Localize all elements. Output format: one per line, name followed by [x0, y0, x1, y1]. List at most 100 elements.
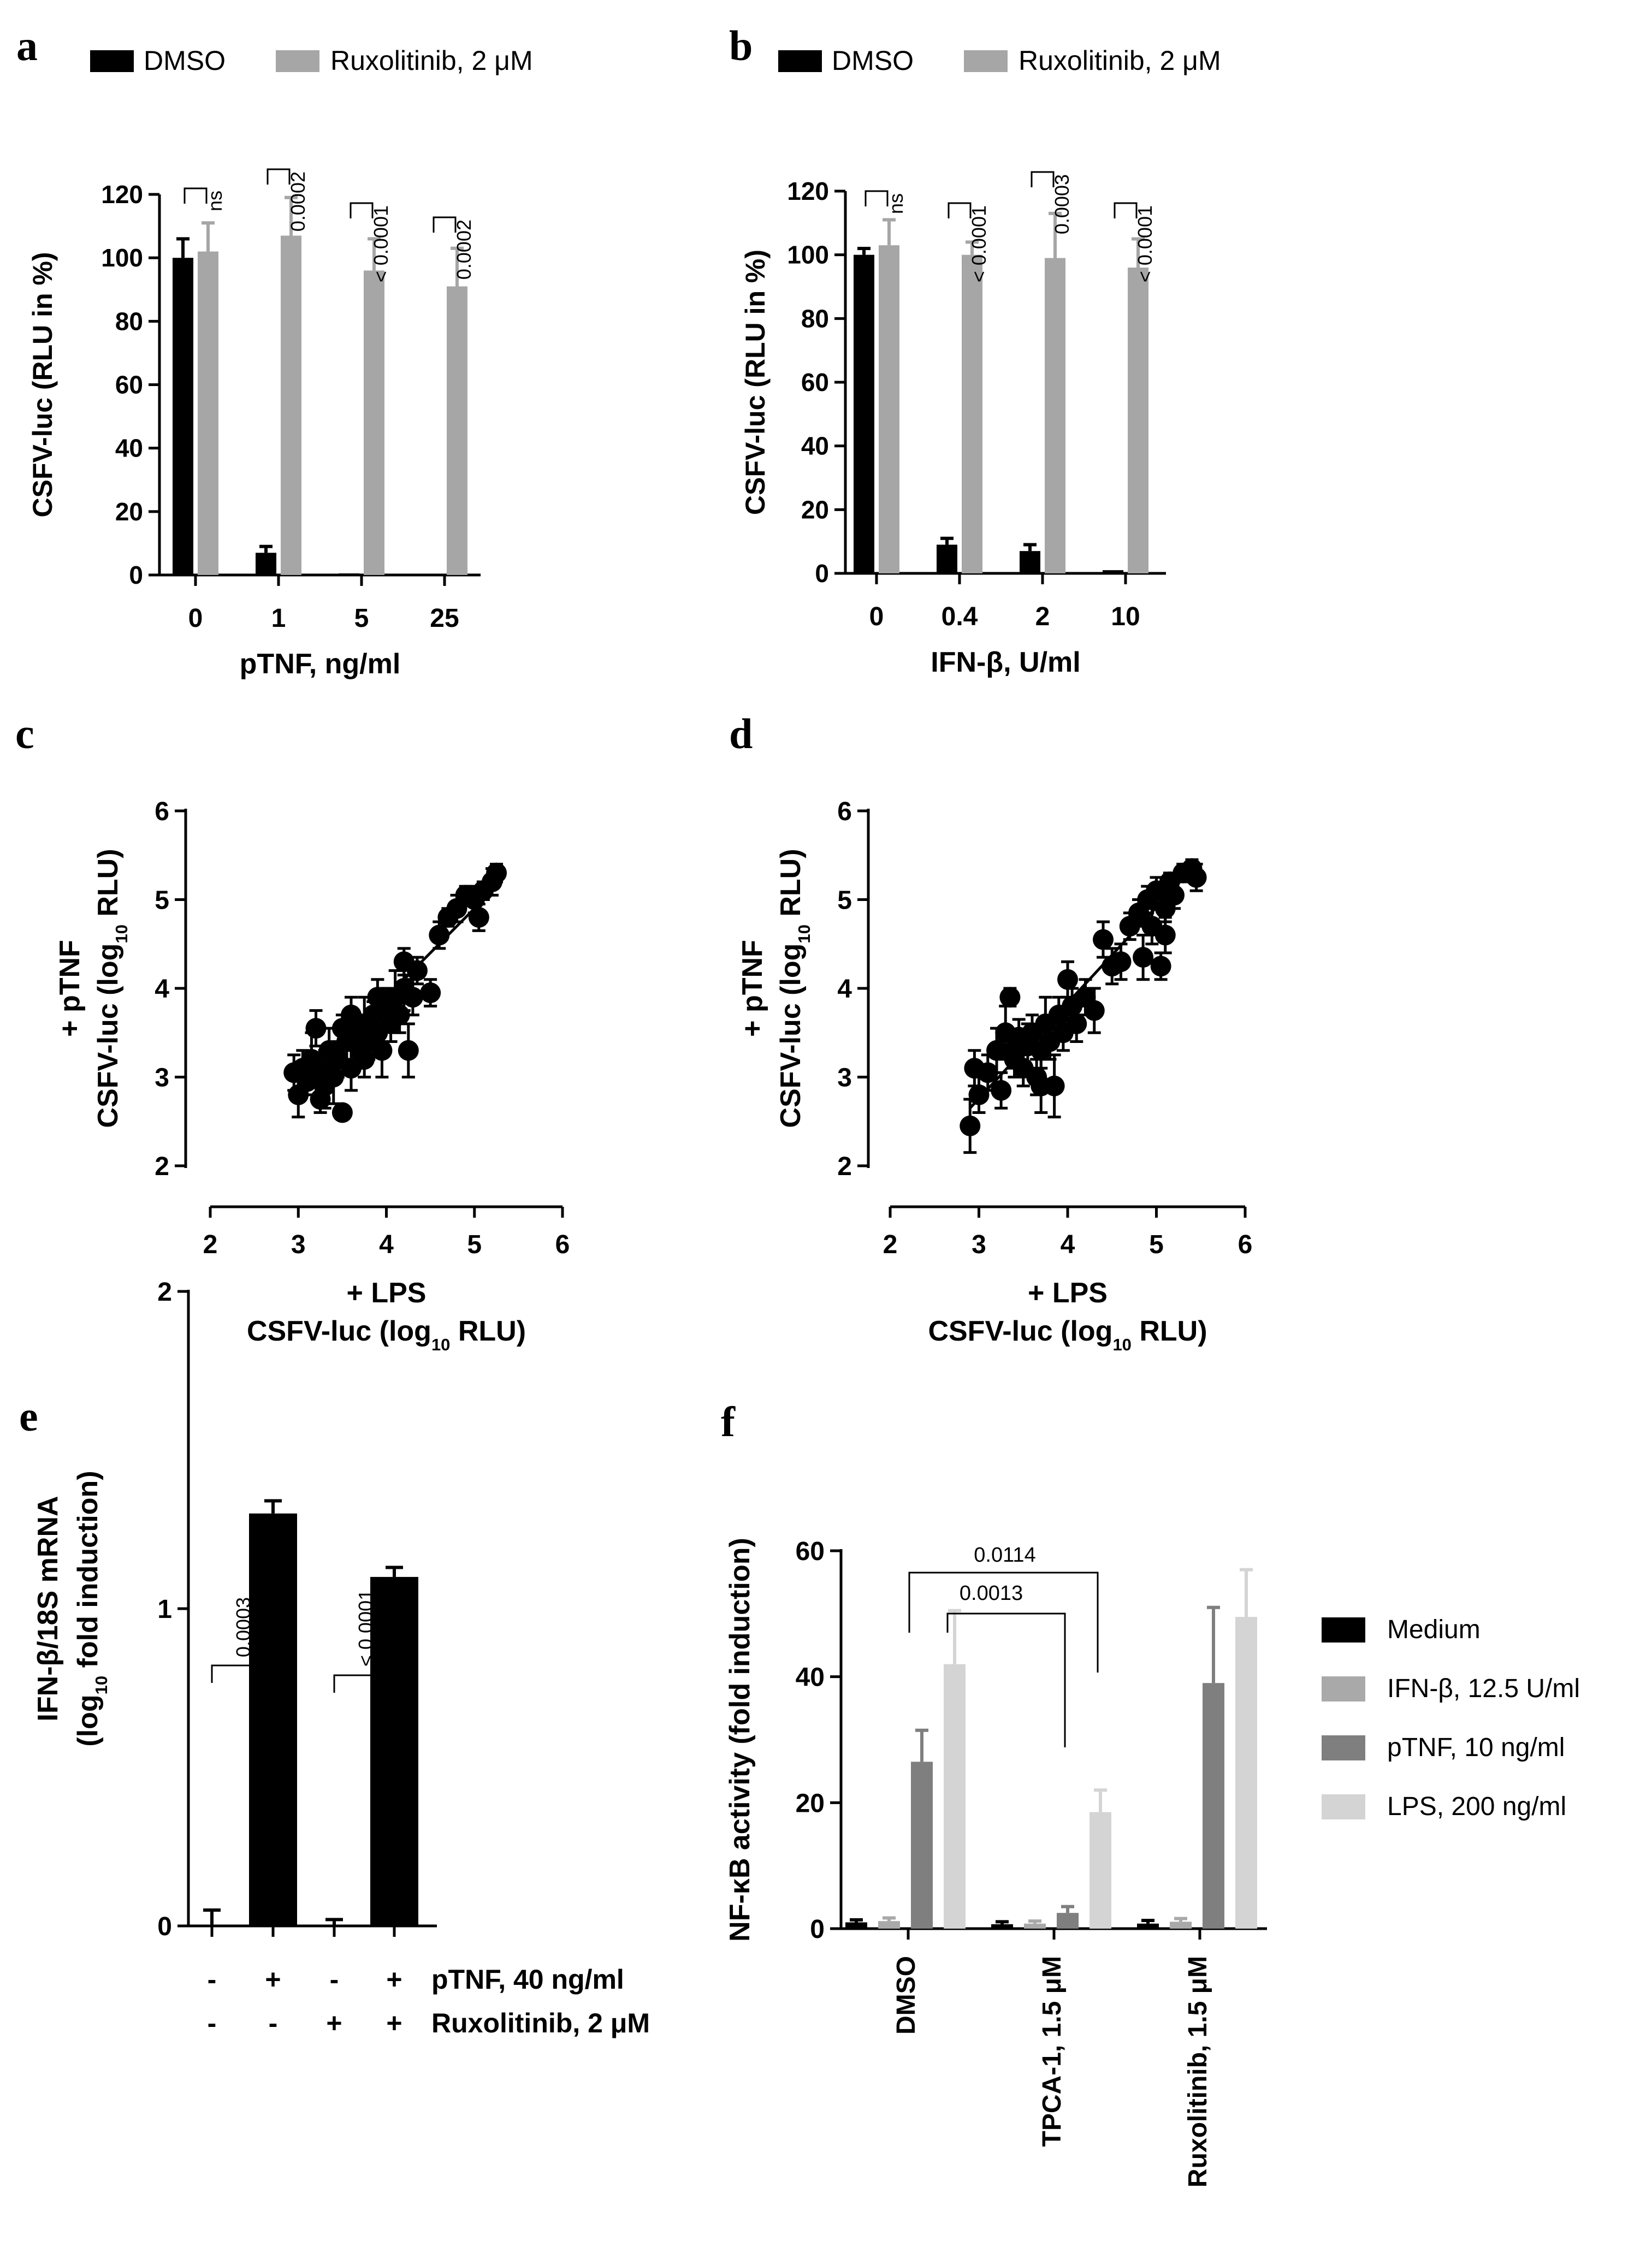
y-tick-label: 0 — [810, 1915, 825, 1944]
data-point — [314, 1075, 335, 1096]
row2-label: Ruxolitinib, 2 μM — [431, 2008, 650, 2038]
sign-row2: - — [269, 2008, 278, 2038]
y-tick-label: 0 — [157, 1912, 172, 1941]
x-tick-label: 25 — [430, 604, 459, 633]
y-tick-label: 20 — [115, 497, 143, 526]
legend-swatch-ruxolitinib — [276, 50, 319, 72]
data-point — [398, 1040, 419, 1061]
panel-label-d: d — [729, 710, 753, 757]
y-tick-label: 1 — [157, 1595, 172, 1624]
legend-label-dmso: DMSO — [144, 45, 226, 76]
data-point — [354, 1049, 375, 1070]
y-tick-label: 20 — [796, 1789, 825, 1818]
x-axis-label: pTNF, ng/ml — [240, 648, 401, 680]
y-tick-label: 2 — [837, 1152, 852, 1181]
y-tick-label: 40 — [115, 434, 143, 463]
bar-e — [370, 1576, 418, 1926]
y-tick-label: 2 — [155, 1152, 169, 1181]
bar-f-3 — [1057, 1913, 1079, 1929]
p-value: 0.0114 — [974, 1544, 1035, 1567]
y-tick-label: 20 — [801, 495, 829, 524]
y-tick-label: 120 — [101, 180, 143, 209]
data-point — [1057, 969, 1078, 990]
significance-bracket-0.0114 — [908, 1572, 1099, 1673]
x-tick-label: TPCA-1, 1.5 μM — [1038, 1956, 1067, 2147]
significance-bracket-0.0013 — [946, 1612, 1066, 1747]
sign-row1: + — [386, 1964, 402, 1995]
y-axis-label-line1: IFN-β/18S mRNA — [32, 1496, 64, 1721]
bar-a-ruxolitinib — [198, 251, 218, 575]
p-value: < 0.0001 — [354, 1590, 377, 1667]
data-point — [1110, 951, 1132, 973]
y-tick-label: 60 — [801, 368, 829, 396]
y-tick-label: 3 — [837, 1064, 852, 1093]
x-tick-label: 4 — [1061, 1230, 1075, 1259]
p-value: < 0.0001 — [1134, 205, 1156, 282]
bar-b-dmso — [1020, 551, 1040, 573]
y-tick-label: 0 — [129, 561, 143, 589]
p-value: 0.0003 — [232, 1597, 254, 1657]
bar-f-2 — [1170, 1922, 1192, 1929]
x-tick-label: Ruxolitinib, 1.5 μM — [1183, 1956, 1212, 2187]
y-tick-label: 40 — [796, 1663, 825, 1692]
p-value: < 0.0001 — [968, 205, 990, 282]
data-point — [977, 1062, 998, 1083]
y-tick-label: 60 — [115, 371, 143, 399]
sign-row2: + — [326, 2008, 342, 2038]
x-tick-label: 0 — [869, 602, 884, 631]
legend-swatch-2 — [1322, 1676, 1365, 1701]
y-tick-label: 5 — [155, 886, 169, 915]
x-axis-label-line1: + LPS — [347, 1277, 427, 1309]
x-tick-label: 1 — [271, 604, 286, 633]
data-point — [1186, 867, 1207, 888]
data-point — [371, 1040, 393, 1061]
y-tick-label: 100 — [101, 244, 143, 272]
sign-row2: + — [386, 2008, 402, 2038]
panel-label-c: c — [15, 710, 34, 757]
y-tick-label: 100 — [787, 241, 829, 269]
data-point — [1083, 1000, 1105, 1021]
x-tick-label: 5 — [467, 1230, 482, 1259]
x-axis-label-line2: CSFV-luc (log10 RLU) — [247, 1315, 526, 1354]
data-point — [305, 1018, 327, 1039]
legend-label-ruxolitinib: Ruxolitinib, 2 μM — [1019, 45, 1221, 76]
legend-swatch-dmso — [90, 50, 134, 72]
x-tick-label: 2 — [1035, 602, 1050, 631]
data-point — [429, 924, 450, 946]
legend-swatch-dmso — [778, 50, 822, 72]
data-point — [341, 1004, 362, 1025]
sign-row1: - — [330, 1964, 339, 1995]
bar-e — [249, 1513, 297, 1926]
significance-bracket — [865, 190, 889, 206]
y-tick-label: 0 — [815, 559, 829, 588]
x-tick-label: DMSO — [892, 1956, 921, 2035]
bar-f-4 — [1235, 1617, 1257, 1929]
y-tick-label: 80 — [115, 307, 143, 335]
y-axis-label-line1: + pTNF — [737, 940, 768, 1037]
legend-swatch-ruxolitinib — [964, 50, 1008, 72]
data-point — [420, 982, 441, 1004]
bar-a-dmso — [339, 573, 359, 575]
x-tick-label: 0.4 — [942, 602, 978, 631]
data-point — [1164, 885, 1185, 906]
panel-label-a: a — [16, 22, 38, 69]
bar-a-ruxolitinib — [364, 270, 384, 575]
bar-f-4 — [1090, 1812, 1111, 1929]
row1-label: pTNF, 40 ng/ml — [431, 1964, 624, 1995]
y-tick-label: 2 — [157, 1278, 172, 1307]
y-axis-label-line2: (log10 fold induction) — [72, 1471, 111, 1746]
significance-bracket — [183, 187, 208, 204]
bar-b-ruxolitinib — [1045, 258, 1065, 573]
bar-a-dmso — [173, 258, 193, 576]
legend-label-dmso: DMSO — [832, 45, 914, 76]
y-tick-label: 60 — [796, 1537, 825, 1566]
p-value: 0.0013 — [960, 1582, 1023, 1605]
y-tick-label: 120 — [787, 177, 829, 205]
significance-bracket — [1031, 171, 1055, 187]
bar-f-2 — [878, 1921, 900, 1929]
legend-label-4: LPS, 200 ng/ml — [1387, 1792, 1566, 1821]
bar-b-ruxolitinib — [1128, 268, 1148, 573]
panel-label-e: e — [19, 1392, 38, 1440]
x-tick-label: 3 — [972, 1230, 986, 1259]
data-point — [968, 1084, 990, 1105]
